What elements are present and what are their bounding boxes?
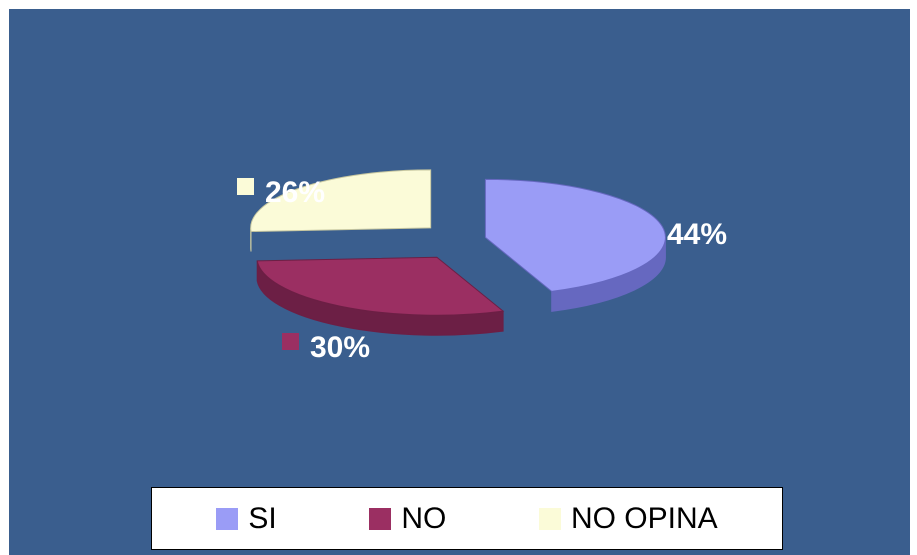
chart-area: 44% 30% 26%: [9, 9, 910, 555]
legend-item-no-opina: NO OPINA: [538, 501, 718, 536]
legend: SI NO NO OPINA: [151, 487, 783, 550]
pie-tops: [250, 169, 666, 316]
legend-swatch-si: [216, 507, 239, 530]
data-label-no-opina: 26%: [265, 176, 325, 209]
legend-item-no: NO: [369, 502, 446, 536]
pie-slice-no: [256, 256, 505, 316]
pie-slice-no-opina: [250, 169, 432, 233]
legend-label-no: NO: [401, 501, 447, 535]
data-label-marker-no-opina: [237, 178, 254, 195]
legend-item-si: SI: [216, 501, 277, 536]
data-labels: 44% 30% 26%: [237, 176, 727, 364]
legend-label-no-opina: NO OPINA: [570, 501, 718, 535]
pie-slice-si: [484, 178, 666, 292]
legend-swatch-no: [369, 507, 392, 530]
data-label-si: 44%: [667, 218, 727, 251]
legend-label-si: SI: [248, 501, 277, 535]
data-label-no: 30%: [310, 331, 370, 364]
data-label-marker-si: [639, 220, 656, 237]
data-label-marker-no: [282, 333, 299, 350]
legend-swatch-no-opina: [538, 507, 561, 530]
pie-chart: 44% 30% 26%: [237, 169, 727, 364]
